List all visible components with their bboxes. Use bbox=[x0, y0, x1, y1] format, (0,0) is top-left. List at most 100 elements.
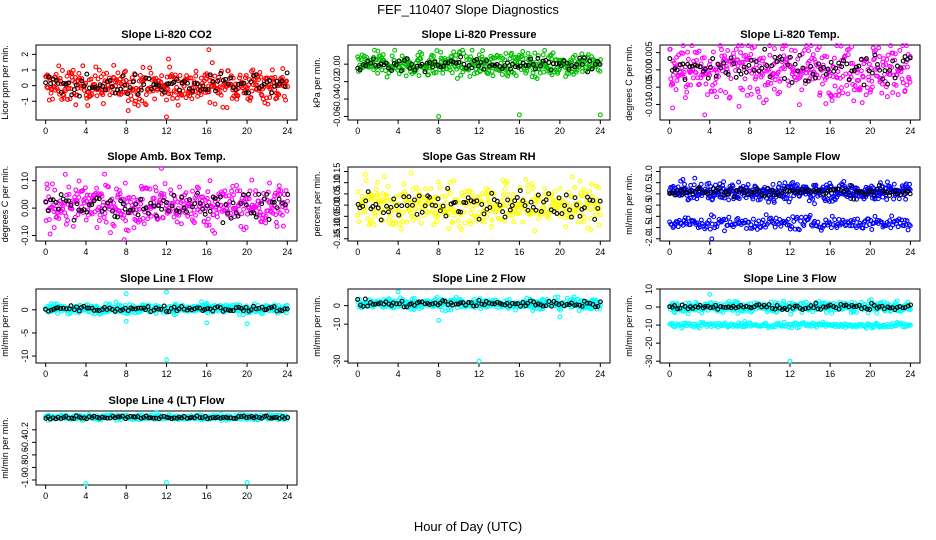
data-point bbox=[52, 187, 58, 193]
reference-point bbox=[458, 54, 464, 60]
data-point bbox=[890, 90, 896, 96]
data-point bbox=[785, 78, 791, 84]
reference-point bbox=[705, 75, 711, 81]
data-point bbox=[248, 95, 254, 100]
reference-point bbox=[218, 71, 224, 76]
data-point bbox=[403, 73, 409, 79]
x-tick-label: 0 bbox=[667, 247, 672, 257]
reference-point bbox=[66, 80, 72, 86]
reference-point bbox=[574, 62, 580, 68]
data-point bbox=[882, 71, 887, 77]
outlier-point bbox=[123, 318, 129, 324]
data-point bbox=[499, 197, 505, 203]
data-point bbox=[64, 73, 70, 79]
data-point bbox=[380, 52, 386, 58]
reference-point bbox=[151, 82, 157, 88]
data-point bbox=[843, 71, 849, 77]
data-point bbox=[817, 90, 823, 96]
reference-point bbox=[442, 60, 448, 66]
data-point bbox=[222, 188, 228, 194]
data-point bbox=[124, 199, 130, 205]
data-point bbox=[418, 56, 424, 62]
data-point bbox=[748, 91, 754, 97]
points bbox=[43, 289, 290, 363]
data-point bbox=[276, 92, 282, 98]
reference-point bbox=[120, 73, 126, 79]
data-point bbox=[552, 188, 558, 194]
reference-point bbox=[43, 80, 49, 86]
data-point bbox=[684, 89, 690, 95]
data-point bbox=[355, 212, 361, 218]
reference-point bbox=[130, 79, 136, 85]
data-point bbox=[177, 73, 183, 78]
data-point bbox=[187, 93, 193, 99]
data-point bbox=[726, 197, 732, 203]
data-point bbox=[904, 82, 910, 88]
reference-point bbox=[474, 56, 480, 62]
data-point bbox=[94, 185, 100, 191]
reference-point bbox=[58, 192, 64, 198]
data-point bbox=[866, 74, 872, 80]
panel-4: Slope Amb. Box Temp.degrees C per min.0 4… bbox=[0, 151, 298, 257]
data-point bbox=[836, 216, 842, 222]
data-point bbox=[207, 100, 213, 105]
data-point bbox=[780, 43, 786, 49]
data-point bbox=[399, 226, 405, 232]
x-tick-label: 12 bbox=[785, 369, 795, 379]
data-point bbox=[883, 62, 889, 68]
outlier-point bbox=[436, 317, 442, 323]
data-point bbox=[76, 178, 82, 184]
data-point bbox=[799, 87, 805, 93]
data-point bbox=[274, 95, 280, 101]
reference-point bbox=[156, 83, 162, 88]
y-tick-label: -0.005 bbox=[644, 74, 654, 100]
reference-point bbox=[558, 63, 564, 69]
reference-point bbox=[186, 86, 192, 92]
data-point bbox=[283, 188, 289, 194]
x-tick-label: 8 bbox=[747, 247, 752, 257]
data-point bbox=[761, 55, 766, 61]
data-point bbox=[520, 219, 526, 225]
data-point bbox=[44, 186, 50, 191]
reference-point bbox=[118, 86, 124, 92]
x-tick-label: 8 bbox=[747, 126, 752, 136]
reference-point bbox=[122, 206, 128, 212]
reference-point bbox=[592, 216, 598, 222]
data-point bbox=[698, 181, 704, 187]
data-point bbox=[72, 74, 78, 80]
data-point bbox=[806, 58, 812, 64]
data-point bbox=[363, 178, 369, 183]
data-point bbox=[597, 212, 603, 218]
data-point bbox=[900, 80, 906, 86]
data-point bbox=[246, 82, 252, 88]
y-axis-label: ml/min per min. bbox=[624, 173, 634, 235]
x-axis-label: Hour of Day (UTC) bbox=[414, 519, 522, 534]
data-point bbox=[763, 212, 769, 218]
outlier-point bbox=[166, 56, 171, 62]
reference-point bbox=[828, 59, 834, 65]
data-point bbox=[823, 101, 829, 107]
reference-point bbox=[731, 61, 737, 67]
x-tick-label: 20 bbox=[865, 126, 875, 136]
data-point bbox=[212, 101, 218, 107]
data-point bbox=[903, 43, 909, 49]
data-point bbox=[712, 88, 717, 94]
x-tick-label: 24 bbox=[595, 247, 605, 257]
figure-title: FEF_110407 Slope Diagnostics bbox=[377, 2, 559, 17]
panel-title: Slope Line 2 Flow bbox=[433, 273, 526, 285]
y-axis-label: ml/min per min. bbox=[0, 295, 10, 357]
data-point bbox=[845, 91, 851, 97]
panel-title: Slope Gas Stream RH bbox=[422, 151, 535, 163]
points bbox=[43, 47, 291, 120]
data-point bbox=[788, 311, 794, 317]
data-point bbox=[895, 92, 901, 98]
data-point bbox=[834, 75, 840, 81]
reference-point bbox=[207, 72, 213, 78]
reference-point bbox=[122, 82, 128, 88]
x-tick-label: 24 bbox=[595, 369, 605, 379]
reference-point bbox=[241, 80, 247, 86]
data-point bbox=[92, 73, 98, 79]
data-point bbox=[850, 81, 856, 87]
data-point bbox=[854, 67, 860, 73]
data-point bbox=[267, 95, 273, 100]
